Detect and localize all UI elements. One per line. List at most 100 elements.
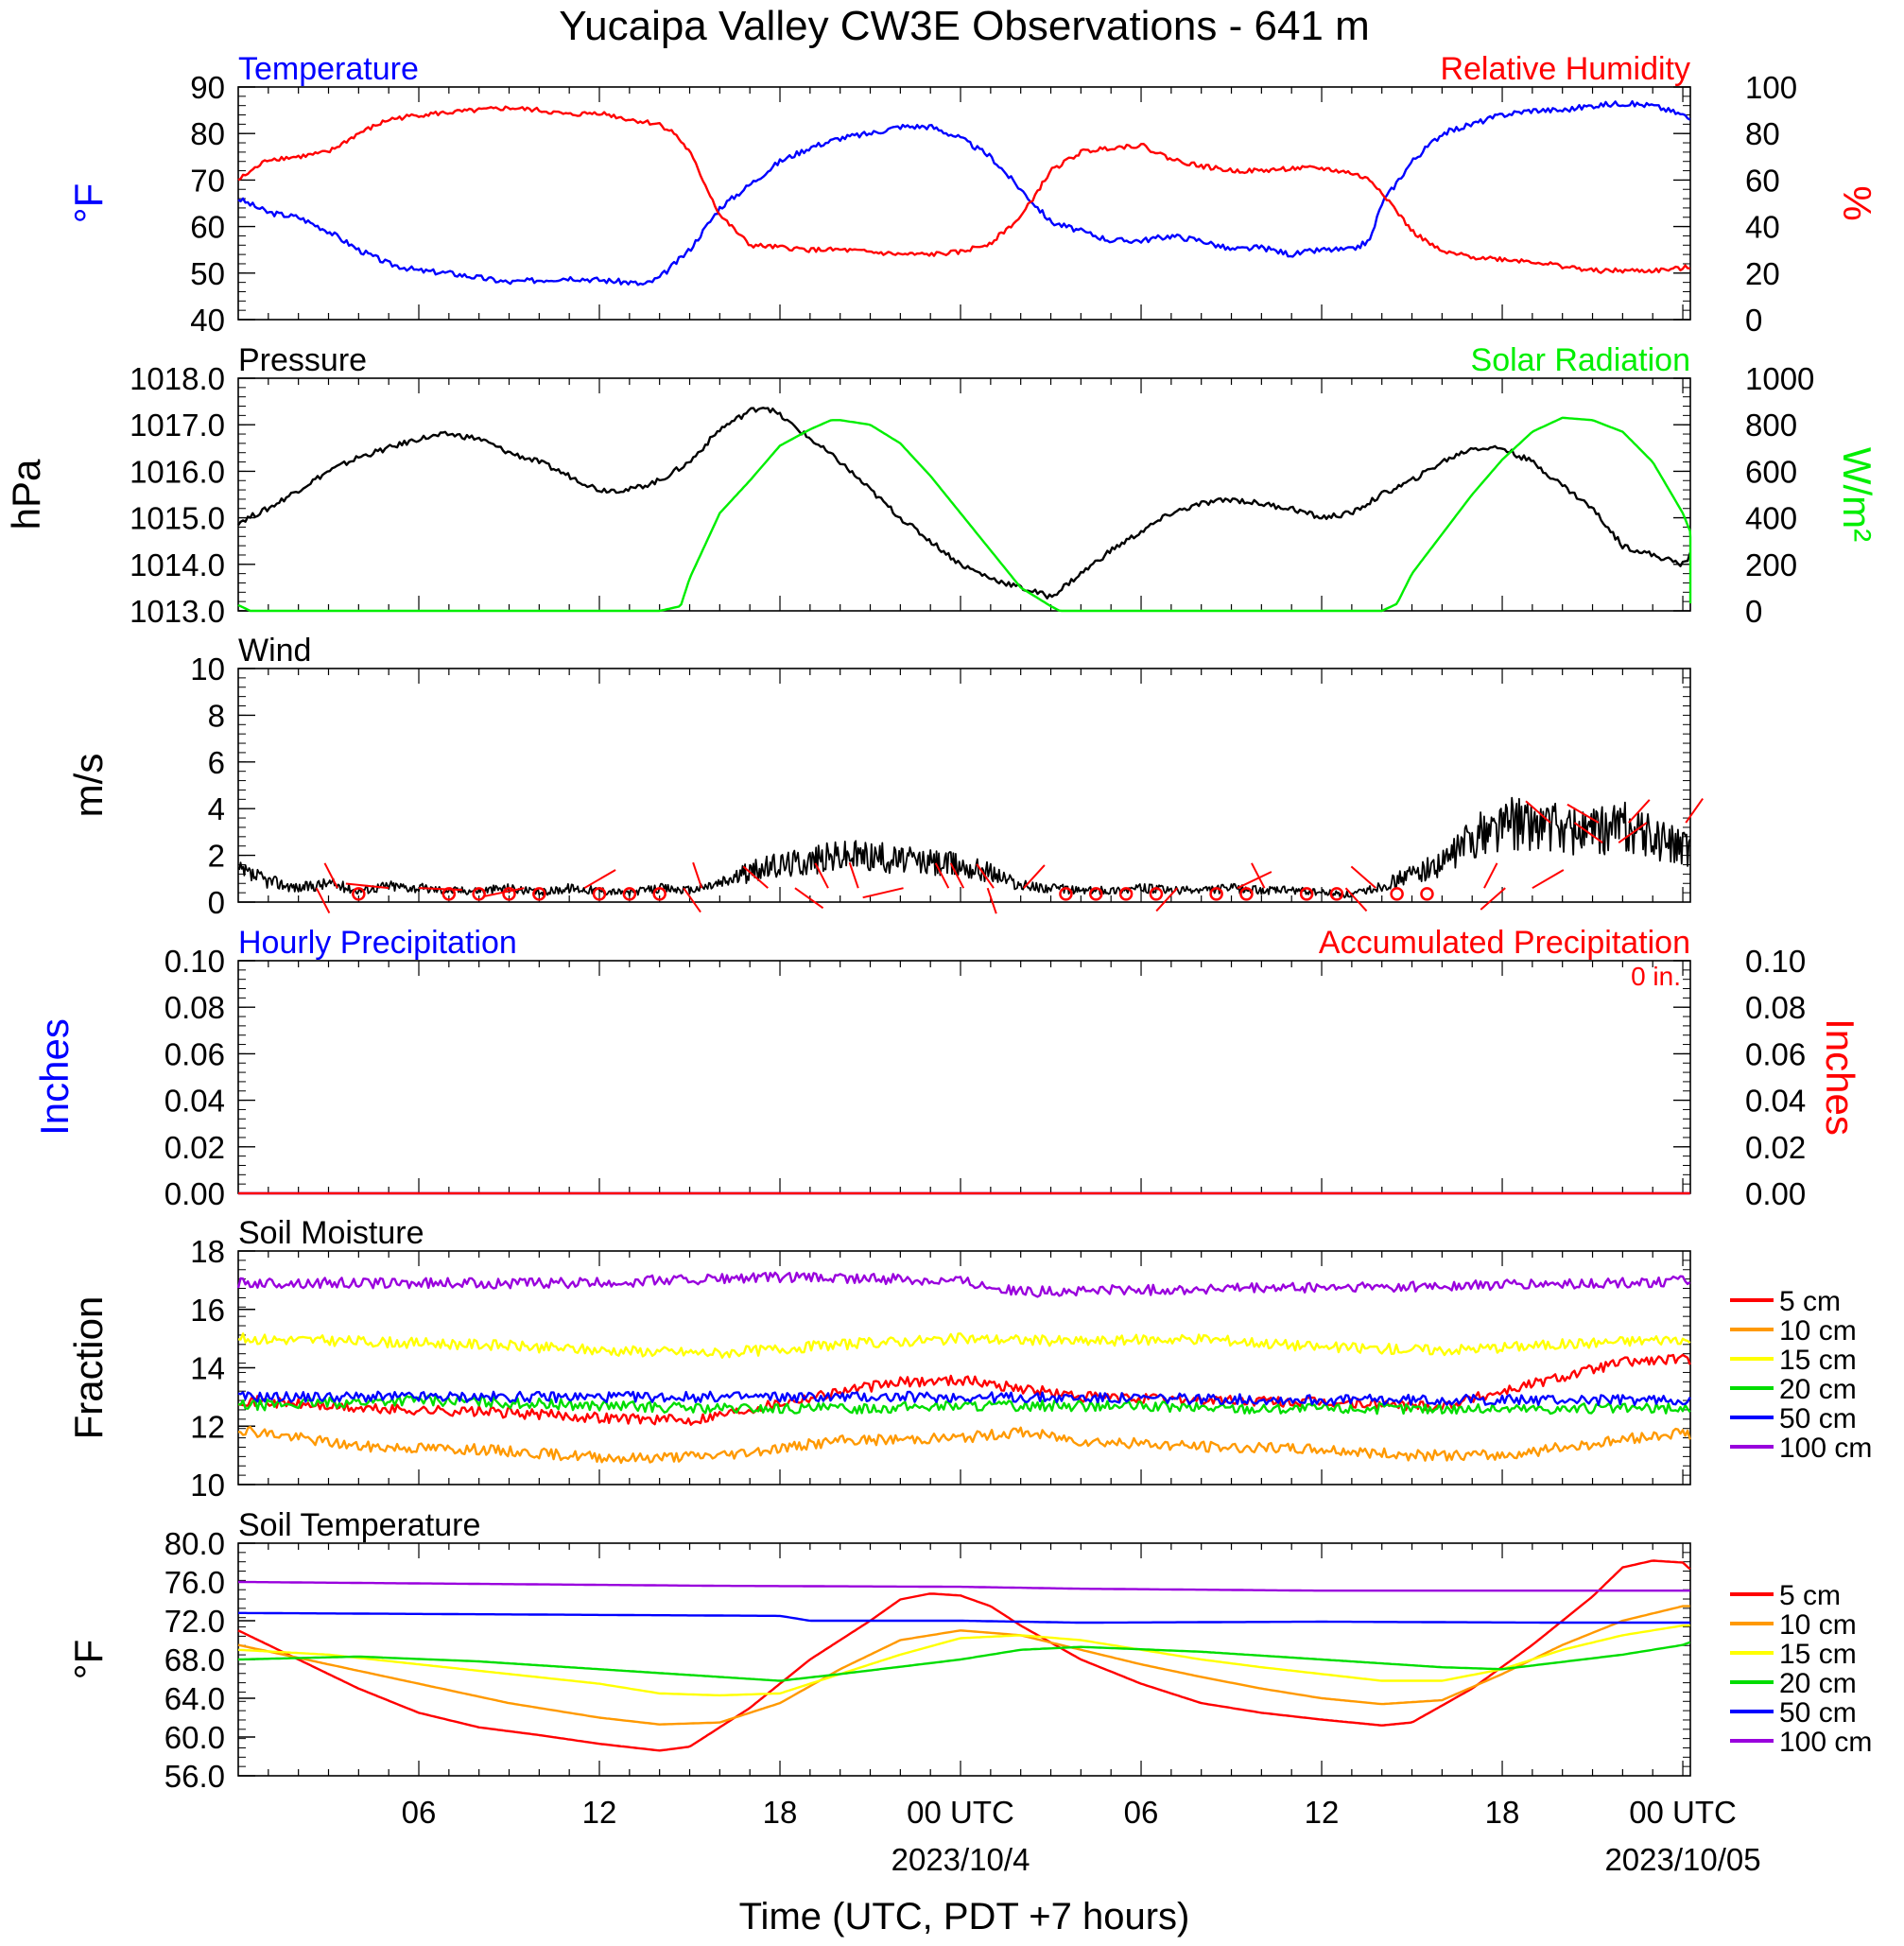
y-tick-label-right: 40 (1745, 210, 1780, 245)
wind-barb (1532, 869, 1565, 890)
y-axis-label-left: hPa (4, 459, 48, 530)
legend-label: 10 cm (1779, 1315, 1857, 1347)
y-tick-label-left: 6 (208, 745, 225, 780)
y-axis-label-right: % (1835, 185, 1879, 220)
calm-wind-marker (1420, 887, 1434, 901)
y-tick-label-right: 80 (1745, 116, 1780, 151)
series-line-10-cm (237, 1605, 1690, 1726)
legend-label: 100 cm (1779, 1727, 1872, 1758)
y-axis-label-left: °F (66, 183, 111, 223)
series-line-20-cm (237, 1394, 1691, 1416)
legend-label: 5 cm (1779, 1286, 1841, 1317)
y-tick-label-right: 0.10 (1745, 944, 1806, 979)
y-tick-label-left: 1015.0 (130, 501, 225, 536)
y-tick-label-left: 2 (208, 839, 225, 874)
series-line-100-cm (236, 1271, 1691, 1298)
calm-wind-marker (1149, 887, 1164, 901)
y-tick-label-left: 10 (190, 1468, 225, 1503)
y-tick-label-left: 68.0 (164, 1642, 225, 1677)
y-tick-label-left: 4 (208, 791, 225, 826)
y-tick-label-left: 0.06 (164, 1036, 225, 1071)
y-tick-label-left: 90 (190, 70, 225, 105)
y-axis-label-left: Fraction (66, 1296, 111, 1440)
calm-wind-marker (1118, 887, 1134, 901)
wind-barb (949, 862, 965, 889)
y-tick-label-right: 20 (1745, 256, 1780, 291)
calm-wind-marker (652, 887, 666, 901)
y-tick-label-left: 60.0 (164, 1720, 225, 1755)
y-tick-label-left: 10 (190, 652, 225, 686)
x-tick-label: 18 (1485, 1795, 1520, 1830)
y-axis-label-left: Inches (32, 1018, 77, 1136)
y-tick-label-right: 0.04 (1745, 1084, 1806, 1119)
calm-wind-marker (502, 887, 516, 901)
panel-pressure: 1013.0 1014.0 1015.0 1016.0 1017.0 1018.0 0 200… (4, 342, 1879, 629)
wind-barb (1350, 865, 1376, 889)
y-tick-label-right: 1000 (1745, 361, 1814, 396)
y-tick-label-right: 0.08 (1745, 990, 1806, 1025)
series-line-100-cm (238, 1580, 1690, 1592)
y-tick-label-right: 0.00 (1745, 1176, 1806, 1211)
y-tick-label-left: 1014.0 (130, 547, 225, 582)
wind-barb (1155, 887, 1178, 912)
legend-label: 20 cm (1779, 1668, 1857, 1699)
y-tick-label-left: 56.0 (164, 1759, 225, 1794)
series-line-solar-radiation (237, 416, 1692, 613)
y-tick-label-left: 0.10 (164, 944, 225, 979)
y-axis-label-left: m/s (66, 754, 111, 818)
calm-wind-marker (1059, 887, 1073, 901)
time-axis: 06 12 18 00 UTC 06 12 18 00 UTC 2023/10/4 2023/10… (402, 1795, 1761, 1877)
legend-label: 15 cm (1779, 1639, 1857, 1670)
panel-title-right: Solar Radiation (1471, 342, 1690, 378)
y-tick-label-left: 60 (190, 210, 225, 245)
x-tick-label: 06 (1124, 1795, 1159, 1830)
calm-wind-marker (1299, 887, 1314, 901)
legend-label: 10 cm (1779, 1609, 1857, 1641)
calm-wind-marker (472, 887, 486, 901)
y-tick-label-right: 200 (1745, 547, 1797, 582)
y-tick-label-left: 72.0 (164, 1604, 225, 1639)
panel-title-right: Accumulated Precipitation (1319, 925, 1690, 961)
y-tick-label-left: 50 (190, 256, 225, 291)
y-tick-label-left: 1017.0 (130, 408, 225, 443)
wind-barb (1237, 871, 1272, 890)
series-line-5-cm (237, 1353, 1691, 1426)
y-tick-label-right: 400 (1745, 501, 1797, 536)
plot-frame (237, 668, 1691, 903)
wind-barb (418, 887, 462, 892)
panel-title-left: Wind (238, 633, 311, 669)
legend-label: 50 cm (1779, 1697, 1857, 1729)
series-line-15-cm (237, 1624, 1690, 1697)
panel-title-left: Temperature (238, 51, 419, 87)
panel-title-right: Relative Humidity (1440, 51, 1690, 87)
calm-wind-marker (532, 887, 546, 901)
calm-wind-marker (592, 887, 607, 901)
x-tick-label: 00 UTC (1629, 1795, 1737, 1830)
series-line-pressure (237, 407, 1691, 599)
x-tick-label: 18 (763, 1795, 798, 1830)
wind-barb (742, 865, 769, 889)
series-line-15-cm (237, 1332, 1691, 1359)
calm-wind-marker (1239, 887, 1254, 901)
wind-barb (482, 887, 525, 898)
series-line-wind (237, 796, 1691, 899)
wind-barb (1618, 822, 1648, 843)
accumulated-annotation: 0 in. (1631, 962, 1681, 991)
x-tick-label: 12 (1305, 1795, 1340, 1830)
y-tick-label-left: 70 (190, 163, 225, 198)
y-tick-label-left: 12 (190, 1409, 225, 1444)
wind-barb (848, 861, 859, 889)
calm-wind-marker (622, 887, 637, 901)
panel-title-left: Soil Temperature (238, 1507, 480, 1543)
y-tick-label-right: 0.02 (1745, 1130, 1806, 1165)
y-tick-label-right: 0.06 (1745, 1036, 1806, 1071)
series-line-20-cm (237, 1641, 1691, 1682)
y-tick-label-right: 60 (1745, 163, 1780, 198)
panel-tempRH: 40 50 60 70 80 90 0 20 40 60 80 100 Temperature Relat… (66, 51, 1879, 338)
panel-soilTemp: 56.0 60.0 64.0 68.072.0 76.0 80.0 Soil Tempera… (66, 1507, 1872, 1794)
wind-barb (1573, 822, 1603, 843)
wind-barb (1480, 887, 1506, 911)
